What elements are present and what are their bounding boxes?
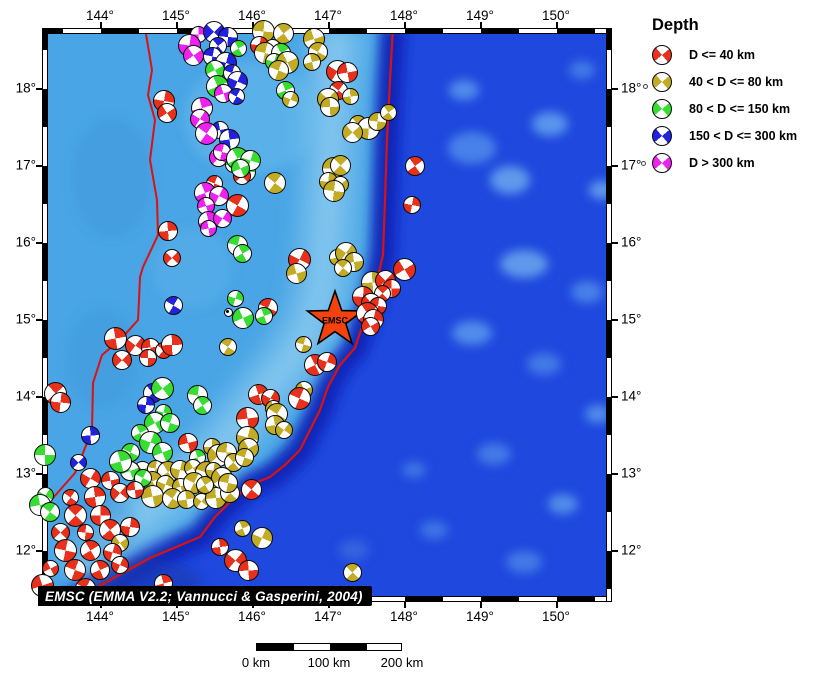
legend-item: 150 < D <= 300 km (652, 125, 812, 146)
axis-label: 149° (466, 609, 494, 624)
axis-label: 148° (390, 609, 418, 624)
legend-title: Depth (652, 16, 699, 34)
depth-legend: Depth D <= 40 km 40 < D <= 80 km 80 < D <=… (652, 16, 812, 180)
axis-label: 14° (15, 388, 36, 404)
legend-beachball-icon (652, 71, 672, 92)
axis-label: 13° (15, 465, 36, 481)
legend-beachball-icon (652, 125, 672, 146)
scale-bar-label: 200 km (380, 655, 424, 670)
axis-label: 13° (621, 465, 642, 481)
axis-label: 149° (466, 8, 494, 23)
legend-item: 40 < D <= 80 km (652, 71, 812, 92)
legend-beachball-icon (652, 44, 672, 65)
axis-label: 144° (86, 609, 114, 624)
scale-bar-label: 0 km (241, 655, 271, 670)
axis-label: 144° (86, 8, 114, 23)
legend-item-label: D > 300 km (689, 155, 755, 170)
axis-label: 146° (238, 8, 266, 23)
axis-label: 147° (314, 8, 342, 23)
axis-label: 18° (15, 80, 36, 96)
legend-item-label: 40 < D <= 80 km (689, 74, 784, 89)
scale-bar-segment (257, 644, 294, 650)
legend-item-label: 150 < D <= 300 km (689, 128, 798, 143)
axis-label: 16° (15, 234, 36, 250)
axis-label: 18° (621, 80, 642, 96)
legend-item: D > 300 km (652, 152, 812, 173)
scale-bar-box (256, 643, 402, 651)
tiny-circle-symbol (643, 84, 648, 89)
trench-line (69, 28, 395, 602)
axis-label: 145° (162, 8, 190, 23)
axis-label: 146° (238, 609, 266, 624)
axis-label: 150° (542, 8, 570, 23)
axis-label: 147° (314, 609, 342, 624)
scale-bar-label: 100 km (307, 655, 351, 670)
legend-beachball-icon (652, 98, 672, 119)
legend-item-label: 80 < D <= 150 km (689, 101, 791, 116)
legend-rows: D <= 40 km 40 < D <= 80 km 80 < D <= 150 k… (652, 44, 812, 173)
scale-bar: 0 km 100 km 200 km (242, 643, 423, 670)
legend-item-label: D <= 40 km (689, 47, 756, 62)
axis-label: 15° (15, 311, 36, 327)
axis-label: 148° (390, 8, 418, 23)
tiny-circle-symbol (641, 161, 646, 166)
axis-label: 17° (15, 157, 36, 173)
axis-label: 14° (621, 388, 642, 404)
attribution-bar: EMSC (EMMA V2.2; Vannucci & Gasperini, 2… (38, 586, 372, 606)
axis-label: 145° (162, 609, 190, 624)
axis-label: 15° (621, 311, 642, 327)
seamounts (57, 61, 612, 602)
scale-bar-segment (330, 644, 367, 650)
axis-label: 12° (15, 542, 36, 558)
axis-label: 17° (621, 157, 642, 173)
ocean-east (70, 28, 612, 602)
legend-item: 80 < D <= 150 km (652, 98, 812, 119)
legend-item: D <= 40 km (652, 44, 812, 65)
axis-label: 12° (621, 542, 642, 558)
legend-beachball-icon (652, 152, 672, 173)
axis-label: 16° (621, 234, 642, 250)
attribution-text: EMSC (EMMA V2.2; Vannucci & Gasperini, 2… (45, 588, 363, 604)
star-label: EMSC (322, 316, 349, 326)
axis-label: 150° (542, 609, 570, 624)
